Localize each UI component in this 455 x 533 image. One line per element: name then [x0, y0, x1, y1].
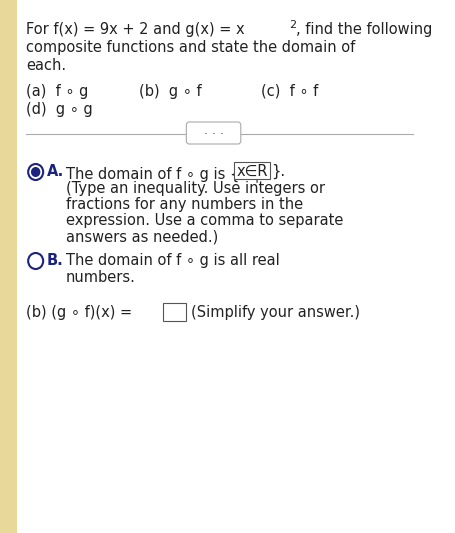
Text: numbers.: numbers.	[66, 270, 136, 285]
Circle shape	[28, 253, 43, 269]
Text: answers as needed.): answers as needed.)	[66, 229, 218, 244]
Text: expression. Use a comma to separate: expression. Use a comma to separate	[66, 213, 343, 228]
Text: (b) (g ∘ f)(x) =: (b) (g ∘ f)(x) =	[26, 305, 132, 320]
Text: composite functions and state the domain of: composite functions and state the domain…	[26, 40, 355, 55]
Text: B.: B.	[47, 253, 64, 268]
Text: (c)  f ∘ f: (c) f ∘ f	[261, 84, 318, 99]
Text: each.: each.	[26, 58, 66, 73]
Text: 2: 2	[289, 20, 296, 30]
Text: (a)  f ∘ g: (a) f ∘ g	[26, 84, 89, 99]
Text: fractions for any numbers in the: fractions for any numbers in the	[66, 197, 303, 212]
Text: The domain of f ∘ g is {x │: The domain of f ∘ g is {x │	[66, 164, 261, 182]
Circle shape	[31, 167, 40, 177]
Text: (d)  g ∘ g: (d) g ∘ g	[26, 102, 93, 117]
Circle shape	[28, 164, 43, 180]
Text: (Type an inequality. Use integers or: (Type an inequality. Use integers or	[66, 181, 325, 196]
FancyBboxPatch shape	[0, 0, 17, 533]
Text: x∈R: x∈R	[236, 164, 268, 179]
Text: }.: }.	[271, 164, 285, 179]
FancyBboxPatch shape	[163, 303, 186, 321]
Text: The domain of f ∘ g is all real: The domain of f ∘ g is all real	[66, 253, 279, 268]
Text: (Simplify your answer.): (Simplify your answer.)	[191, 305, 359, 320]
Text: For f(x) = 9x + 2 and g(x) = x: For f(x) = 9x + 2 and g(x) = x	[26, 22, 245, 37]
FancyBboxPatch shape	[234, 162, 270, 179]
Text: · · ·: · · ·	[203, 128, 223, 141]
Text: A.: A.	[47, 164, 64, 179]
FancyBboxPatch shape	[187, 122, 241, 144]
Text: (b)  g ∘ f: (b) g ∘ f	[139, 84, 202, 99]
Text: , find the following: , find the following	[296, 22, 432, 37]
